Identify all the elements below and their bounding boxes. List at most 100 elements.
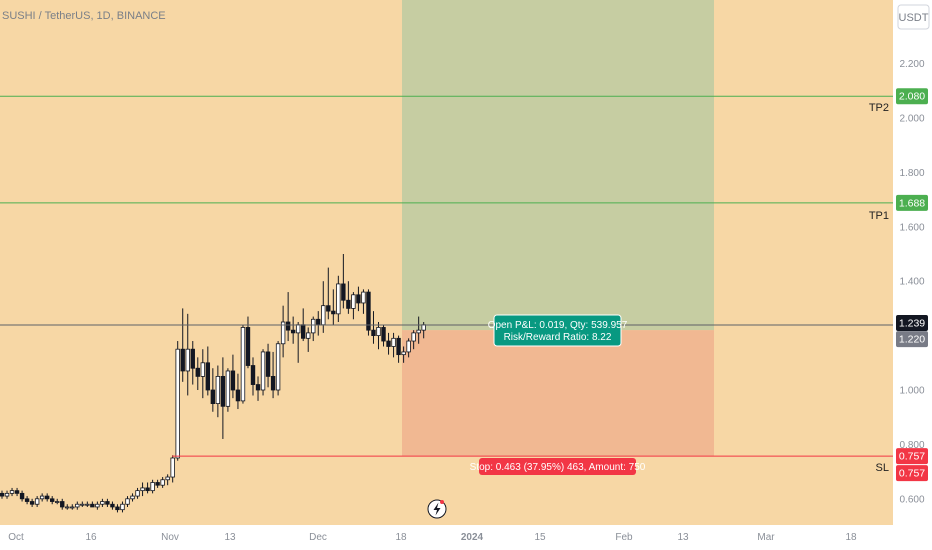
candle-up[interactable] [140, 487, 145, 492]
candle-down[interactable] [105, 501, 110, 505]
candle-up[interactable] [306, 332, 311, 339]
candle-down[interactable] [265, 351, 271, 377]
candle-down[interactable] [245, 327, 251, 366]
candle-up[interactable] [260, 351, 266, 391]
profit-zone[interactable] [402, 0, 714, 331]
candle-up[interactable] [275, 343, 281, 391]
candle-up[interactable] [160, 479, 165, 486]
candle-up[interactable] [406, 340, 411, 353]
candle-up[interactable] [130, 495, 135, 500]
time-tick-label: 2024 [461, 532, 484, 543]
candle-up[interactable] [240, 327, 246, 402]
candle-down[interactable] [205, 362, 211, 391]
entry-price-tag: 1.220 [896, 331, 928, 348]
candle-down[interactable] [235, 389, 241, 402]
candle-down[interactable] [290, 329, 296, 334]
candle-up[interactable] [165, 476, 170, 481]
candle-down[interactable] [195, 367, 200, 377]
candle-up[interactable] [125, 498, 130, 505]
candle-up[interactable] [95, 503, 100, 508]
candle-up[interactable] [120, 503, 125, 511]
candle-up[interactable] [321, 305, 326, 326]
candle-up[interactable] [70, 506, 75, 509]
candle-up[interactable] [9, 490, 15, 494]
candle-up[interactable] [376, 327, 381, 337]
candle-down[interactable] [381, 327, 386, 342]
candle-down[interactable] [366, 291, 371, 331]
candle-up[interactable] [80, 503, 85, 506]
candle-down[interactable] [14, 490, 20, 494]
candle-down[interactable] [210, 389, 216, 405]
candle-up[interactable] [411, 332, 416, 342]
candle-down[interactable] [396, 337, 401, 356]
candle-up[interactable] [295, 324, 301, 334]
candle-up[interactable] [361, 291, 366, 304]
candle-down[interactable] [316, 318, 321, 326]
candle-up[interactable] [39, 495, 45, 500]
candle-down[interactable] [285, 321, 291, 331]
candle-down[interactable] [371, 329, 376, 337]
candle-up[interactable] [225, 370, 231, 407]
candle-down[interactable] [180, 348, 185, 372]
candle-up[interactable] [100, 501, 105, 505]
candle-up[interactable] [401, 351, 406, 356]
candle-up[interactable] [65, 506, 70, 509]
time-tick-label: 13 [224, 532, 236, 543]
candle-down[interactable] [190, 348, 195, 369]
candle-down[interactable] [19, 492, 25, 500]
candle-up[interactable] [75, 503, 80, 508]
candle-up[interactable] [135, 490, 140, 497]
candle-down[interactable] [115, 506, 120, 511]
time-axis[interactable] [0, 525, 893, 550]
candle-up[interactable] [200, 362, 205, 377]
svg-text:1.220: 1.220 [899, 334, 925, 346]
candle-up[interactable] [4, 492, 10, 497]
candle-down[interactable] [110, 503, 115, 508]
candle-up[interactable] [421, 324, 426, 331]
candle-down[interactable] [0, 492, 5, 497]
candle-up[interactable] [150, 482, 155, 492]
candle-down[interactable] [44, 495, 50, 500]
candle-down[interactable] [90, 503, 95, 508]
currency-button[interactable]: USDT [897, 4, 930, 30]
candle-down[interactable] [300, 324, 306, 339]
candle-up[interactable] [416, 329, 421, 334]
candle-up[interactable] [55, 501, 60, 503]
loss-zone[interactable] [402, 330, 714, 457]
candle-down[interactable] [155, 482, 160, 486]
candle-up[interactable] [391, 337, 396, 347]
candle-up[interactable] [34, 498, 40, 505]
candle-down[interactable] [341, 283, 346, 301]
svg-text:0.757: 0.757 [899, 468, 925, 480]
candle-down[interactable] [60, 501, 65, 508]
candle-down[interactable] [250, 365, 256, 385]
candle-up[interactable] [85, 503, 90, 506]
lightning-bolt-icon[interactable] [427, 499, 447, 519]
candle-down[interactable] [230, 370, 236, 391]
candle-up[interactable] [215, 375, 221, 404]
candle-down[interactable] [145, 487, 150, 492]
candle-down[interactable] [255, 384, 261, 391]
candle-down[interactable] [270, 375, 276, 391]
candle-down[interactable] [220, 375, 226, 407]
candle-up[interactable] [280, 321, 286, 345]
candle-down[interactable] [24, 498, 30, 502]
candle-down[interactable] [346, 299, 351, 309]
candle-down[interactable] [356, 294, 361, 304]
candle-up[interactable] [311, 318, 316, 334]
price-tick-label: 0.800 [899, 440, 924, 451]
position-info-box[interactable]: Open P&L: 0.019, Qty: 539.957 Risk/Rewar… [488, 314, 628, 347]
time-tick-label: 16 [85, 532, 97, 543]
candle-down[interactable] [331, 310, 336, 315]
candle-down[interactable] [386, 340, 391, 347]
candle-up[interactable] [170, 457, 175, 478]
candle-up[interactable] [175, 348, 180, 459]
candle-up[interactable] [351, 294, 356, 309]
stop-info-box[interactable]: Stop: 0.463 (37.95%) 463, Amount: 750 [470, 458, 646, 475]
candle-up[interactable] [185, 348, 190, 372]
candle-up[interactable] [336, 283, 341, 315]
candle-down[interactable] [326, 305, 331, 312]
candle-down[interactable] [29, 501, 35, 505]
candle-down[interactable] [50, 498, 55, 502]
